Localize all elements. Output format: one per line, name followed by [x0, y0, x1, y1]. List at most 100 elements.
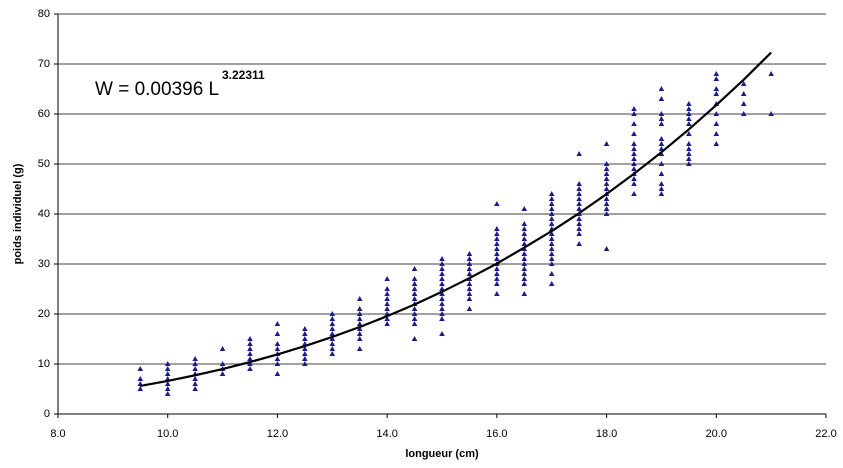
data-point [548, 236, 555, 241]
y-tick-label: 80 [38, 8, 50, 20]
data-point [548, 271, 555, 276]
data-point [713, 121, 720, 126]
data-point [548, 231, 555, 236]
data-point [603, 201, 610, 206]
data-point [494, 281, 500, 286]
data-point [219, 346, 226, 351]
data-point [192, 381, 198, 386]
data-point [658, 96, 665, 101]
data-point [384, 291, 390, 296]
data-point [356, 306, 363, 311]
data-point [658, 111, 665, 116]
data-point [466, 286, 473, 291]
data-point [768, 71, 774, 76]
data-point [466, 306, 473, 311]
data-point [247, 336, 253, 341]
y-tick-label: 30 [38, 258, 50, 270]
x-tick-label: 10.0 [157, 428, 178, 440]
data-point [658, 171, 665, 176]
data-point [439, 291, 445, 296]
data-point [192, 356, 198, 361]
data-point [192, 386, 198, 391]
data-point [494, 271, 500, 276]
data-point [439, 281, 445, 286]
data-point [439, 331, 445, 336]
data-point [548, 246, 555, 251]
data-point [329, 326, 336, 331]
data-point [466, 261, 473, 266]
data-point [274, 341, 281, 346]
data-point [192, 376, 198, 381]
data-point [411, 266, 418, 271]
data-point [494, 231, 500, 236]
data-point [192, 361, 198, 366]
data-point [137, 366, 144, 371]
data-point [164, 386, 171, 391]
data-point [658, 141, 665, 146]
data-point [521, 236, 528, 241]
data-point [164, 371, 171, 376]
data-point [411, 306, 418, 311]
data-point [302, 361, 308, 366]
x-tick-label: 18.0 [596, 428, 617, 440]
data-point [494, 236, 500, 241]
data-point [219, 371, 226, 376]
data-point [521, 276, 528, 281]
data-point [631, 121, 637, 126]
data-point [302, 356, 308, 361]
y-tick-label: 20 [38, 308, 50, 320]
data-point [576, 151, 582, 156]
data-point [466, 291, 473, 296]
data-point [521, 256, 528, 261]
data-point [439, 271, 445, 276]
data-point [521, 251, 528, 256]
data-point [631, 176, 637, 181]
x-tick-label: 12.0 [267, 428, 288, 440]
data-point [576, 241, 582, 246]
y-axis-label: poids individuel (g) [12, 163, 24, 264]
data-point [631, 146, 637, 151]
data-point [521, 206, 528, 211]
data-point [521, 221, 528, 226]
data-point [740, 111, 747, 116]
data-point [411, 311, 418, 316]
data-point [686, 151, 692, 156]
data-point [686, 116, 692, 121]
data-point [356, 296, 363, 301]
data-point [576, 201, 582, 206]
data-point [548, 206, 555, 211]
data-point [137, 386, 144, 391]
data-point [631, 166, 637, 171]
data-point [686, 121, 692, 126]
data-point [466, 251, 473, 256]
data-point [274, 361, 281, 366]
data-point [439, 276, 445, 281]
y-tick-label: 60 [38, 108, 50, 120]
data-point [686, 156, 692, 161]
data-point [137, 376, 144, 381]
data-point [384, 306, 390, 311]
data-point [686, 106, 692, 111]
data-point [631, 161, 637, 166]
data-point [658, 121, 665, 126]
data-point [603, 196, 610, 201]
data-point [302, 351, 308, 356]
data-point [658, 86, 665, 91]
data-point [329, 336, 336, 341]
data-point [164, 391, 171, 396]
data-point [603, 186, 610, 191]
data-point [466, 271, 473, 276]
data-point [521, 226, 528, 231]
data-point [548, 211, 555, 216]
data-point [658, 191, 665, 196]
data-point [548, 281, 555, 286]
data-point [411, 321, 418, 326]
data-point [521, 271, 528, 276]
data-point [439, 266, 445, 271]
y-tick-label: 40 [38, 208, 50, 220]
data-point [521, 261, 528, 266]
data-point [329, 341, 336, 346]
data-point [548, 256, 555, 261]
data-point [494, 246, 500, 251]
